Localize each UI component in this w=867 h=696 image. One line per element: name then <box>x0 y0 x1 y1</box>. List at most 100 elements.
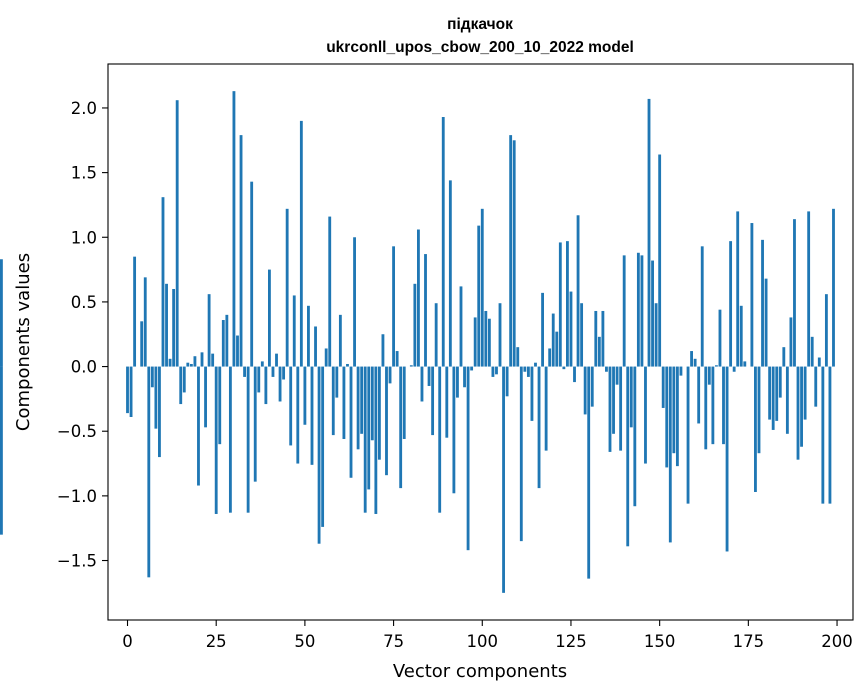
bar-component-18 <box>189 363 193 367</box>
bar-component-156 <box>679 366 683 376</box>
bar-component-91 <box>448 180 452 367</box>
x-tick-label: 50 <box>294 632 315 651</box>
y-axis-label: Components values <box>13 253 34 431</box>
bar-component-120 <box>551 313 555 367</box>
bar-component-7 <box>150 366 154 388</box>
bar-component-139 <box>619 366 623 451</box>
bar-component-110 <box>516 347 520 367</box>
bar-component-56 <box>324 348 328 367</box>
bar-component-102 <box>487 318 491 367</box>
bar-component-159 <box>690 351 693 367</box>
bar-component-32 <box>239 135 243 367</box>
plot-area-frame <box>107 63 854 621</box>
bar-component-128 <box>580 303 584 367</box>
bar-component-15 <box>179 366 183 405</box>
x-axis-ticks: 0 25 50 75 100 125 150 175 200 <box>122 620 853 651</box>
bar-component-166 <box>715 365 718 367</box>
bar-component-38 <box>260 361 264 367</box>
bar-component-199 <box>832 208 835 367</box>
y-tick-label: −1.0 <box>57 487 97 506</box>
bar-component-62 <box>346 363 349 367</box>
bar-component-50 <box>303 366 307 425</box>
bar-component-43 <box>278 366 282 402</box>
y-tick-label: 1.5 <box>71 164 97 183</box>
bar-component-117 <box>541 292 544 367</box>
bar-component-125 <box>569 291 573 367</box>
bar-component-81 <box>413 283 417 367</box>
bar-component-121 <box>555 331 559 367</box>
bar-component-153 <box>668 366 672 543</box>
bar-component-86 <box>431 366 435 436</box>
bar-component-160 <box>693 358 697 367</box>
bar-component-187 <box>789 317 793 367</box>
bar-component-182 <box>771 366 775 430</box>
bar-component-165 <box>711 366 715 445</box>
bar-component-12 <box>168 358 172 367</box>
bar-component-149 <box>654 303 658 367</box>
bar-component-103 <box>491 366 495 377</box>
bar-component-55 <box>321 366 325 527</box>
bar-component-34 <box>246 366 250 513</box>
bar-component-169 <box>725 366 729 552</box>
bar-component-44 <box>282 366 286 380</box>
bar-component-137 <box>612 366 615 434</box>
bar-component-76 <box>395 351 399 367</box>
bar-component-100 <box>480 208 484 367</box>
bar-component-136 <box>608 366 612 452</box>
bar-component-57 <box>328 216 332 367</box>
bar-component-152 <box>665 366 669 468</box>
bar-component-27 <box>221 320 225 367</box>
bar-component-72 <box>381 334 385 367</box>
bar-component-176 <box>750 223 754 367</box>
bar-component-179 <box>761 239 764 367</box>
bar-component-19 <box>193 356 197 367</box>
bar-component-109 <box>512 140 516 367</box>
bar-component-143 <box>633 366 637 507</box>
bar-component-26 <box>218 366 222 445</box>
bar-component-33 <box>243 366 246 377</box>
bar-component-59 <box>335 366 339 398</box>
bar-component-77 <box>399 366 403 489</box>
bar-component-114 <box>530 366 534 421</box>
y-tick-label: −1.5 <box>57 552 97 571</box>
bar-component-183 <box>775 366 779 421</box>
chart-title-line-1: підкачок <box>447 16 513 33</box>
bar-component-undefined <box>0 259 3 367</box>
bar-component-174 <box>743 361 747 367</box>
bar-component-23 <box>207 294 211 367</box>
bar-component-58 <box>331 366 335 436</box>
x-tick-label: 200 <box>821 632 853 651</box>
bar-component-80 <box>409 365 413 367</box>
bar-component-98 <box>473 317 477 367</box>
bar-component-106 <box>502 366 505 593</box>
x-tick-label: 125 <box>555 632 587 651</box>
bar-component-64 <box>353 237 356 367</box>
bar-component-180 <box>764 278 768 367</box>
bar-component-130 <box>587 366 591 579</box>
bar-component-185 <box>782 347 786 367</box>
bar-component-75 <box>392 246 395 367</box>
bar-component-0 <box>126 366 129 414</box>
bar-component-186 <box>785 366 789 434</box>
bar-component-116 <box>537 366 541 489</box>
bar-component-196 <box>821 366 825 504</box>
bar-component-25 <box>214 366 218 514</box>
bar-component-132 <box>594 310 598 367</box>
bar-component-127 <box>576 215 580 367</box>
bar-component-74 <box>388 366 392 384</box>
bar-component-92 <box>452 366 456 494</box>
bar-component-90 <box>445 366 449 438</box>
y-axis-ticks: −1.5 −1.0 −0.5 0.0 0.5 1.0 1.5 2.0 <box>57 99 108 571</box>
bar-component-31 <box>236 335 239 367</box>
x-tick-label: 100 <box>467 632 499 651</box>
bar-component-10 <box>161 197 165 367</box>
bar-component-20 <box>197 366 200 486</box>
bar-component-161 <box>697 366 701 424</box>
bar-component-37 <box>257 366 261 393</box>
bar-component-144 <box>636 252 640 367</box>
bar-component-129 <box>583 366 587 415</box>
bar-component-193 <box>810 336 814 367</box>
x-tick-label: 0 <box>122 632 133 651</box>
bar-component-65 <box>356 366 360 450</box>
